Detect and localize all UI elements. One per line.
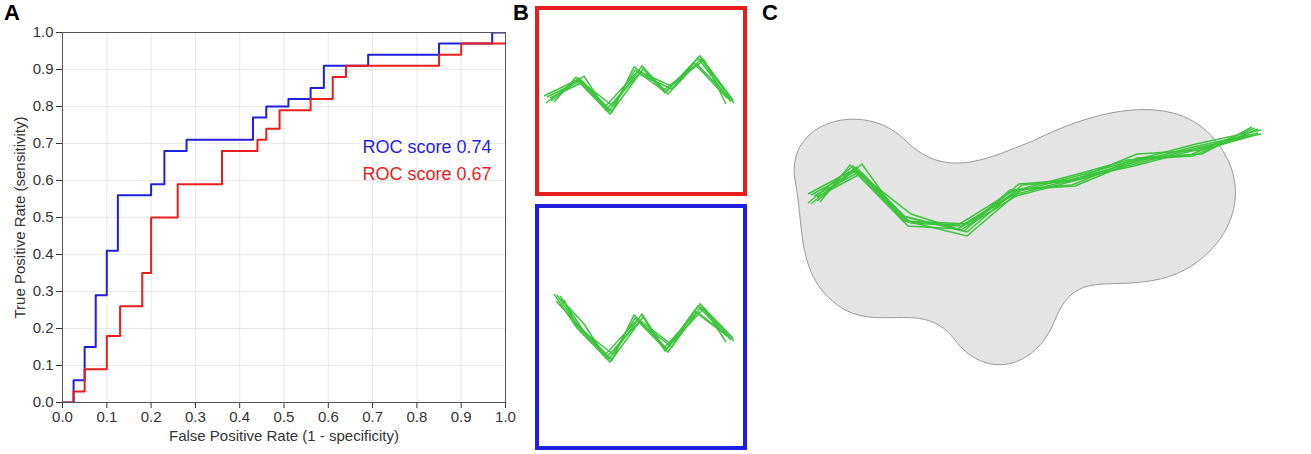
html-text:A: A — [4, 0, 20, 25]
svg-text:0.4: 0.4 — [33, 245, 54, 262]
svg-text:ROC score 0.74: ROC score 0.74 — [362, 137, 491, 157]
svg-text:0.9: 0.9 — [33, 60, 54, 77]
svg-text:0.2: 0.2 — [33, 319, 54, 336]
svg-text:0.8: 0.8 — [406, 408, 427, 425]
svg-text:0.9: 0.9 — [451, 408, 472, 425]
svg-text:0.4: 0.4 — [229, 408, 250, 425]
svg-text:0.7: 0.7 — [362, 408, 383, 425]
svg-text:False Positive Rate (1 - speci: False Positive Rate (1 - specificity) — [169, 427, 399, 444]
svg-text:0.3: 0.3 — [185, 408, 206, 425]
svg-text:ROC score 0.67: ROC score 0.67 — [362, 164, 491, 184]
svg-text:0.7: 0.7 — [33, 134, 54, 151]
svg-text:0.6: 0.6 — [318, 408, 339, 425]
svg-text:0.0: 0.0 — [52, 408, 73, 425]
svg-text:0.2: 0.2 — [141, 408, 162, 425]
svg-text:0.5: 0.5 — [274, 408, 295, 425]
html-text:C: C — [762, 0, 778, 25]
svg-text:0.6: 0.6 — [33, 171, 54, 188]
svg-text:True Positive Rate (sensitivit: True Positive Rate (sensitivity) — [11, 116, 28, 318]
svg-text:1.0: 1.0 — [33, 23, 54, 40]
svg-text:0.8: 0.8 — [33, 97, 54, 114]
svg-text:1.0: 1.0 — [495, 408, 516, 425]
svg-text:0.0: 0.0 — [33, 393, 54, 410]
svg-text:0.3: 0.3 — [33, 282, 54, 299]
svg-text:0.5: 0.5 — [33, 208, 54, 225]
html-text:B: B — [513, 0, 529, 25]
svg-text:0.1: 0.1 — [96, 408, 117, 425]
svg-text:0.1: 0.1 — [33, 356, 54, 373]
